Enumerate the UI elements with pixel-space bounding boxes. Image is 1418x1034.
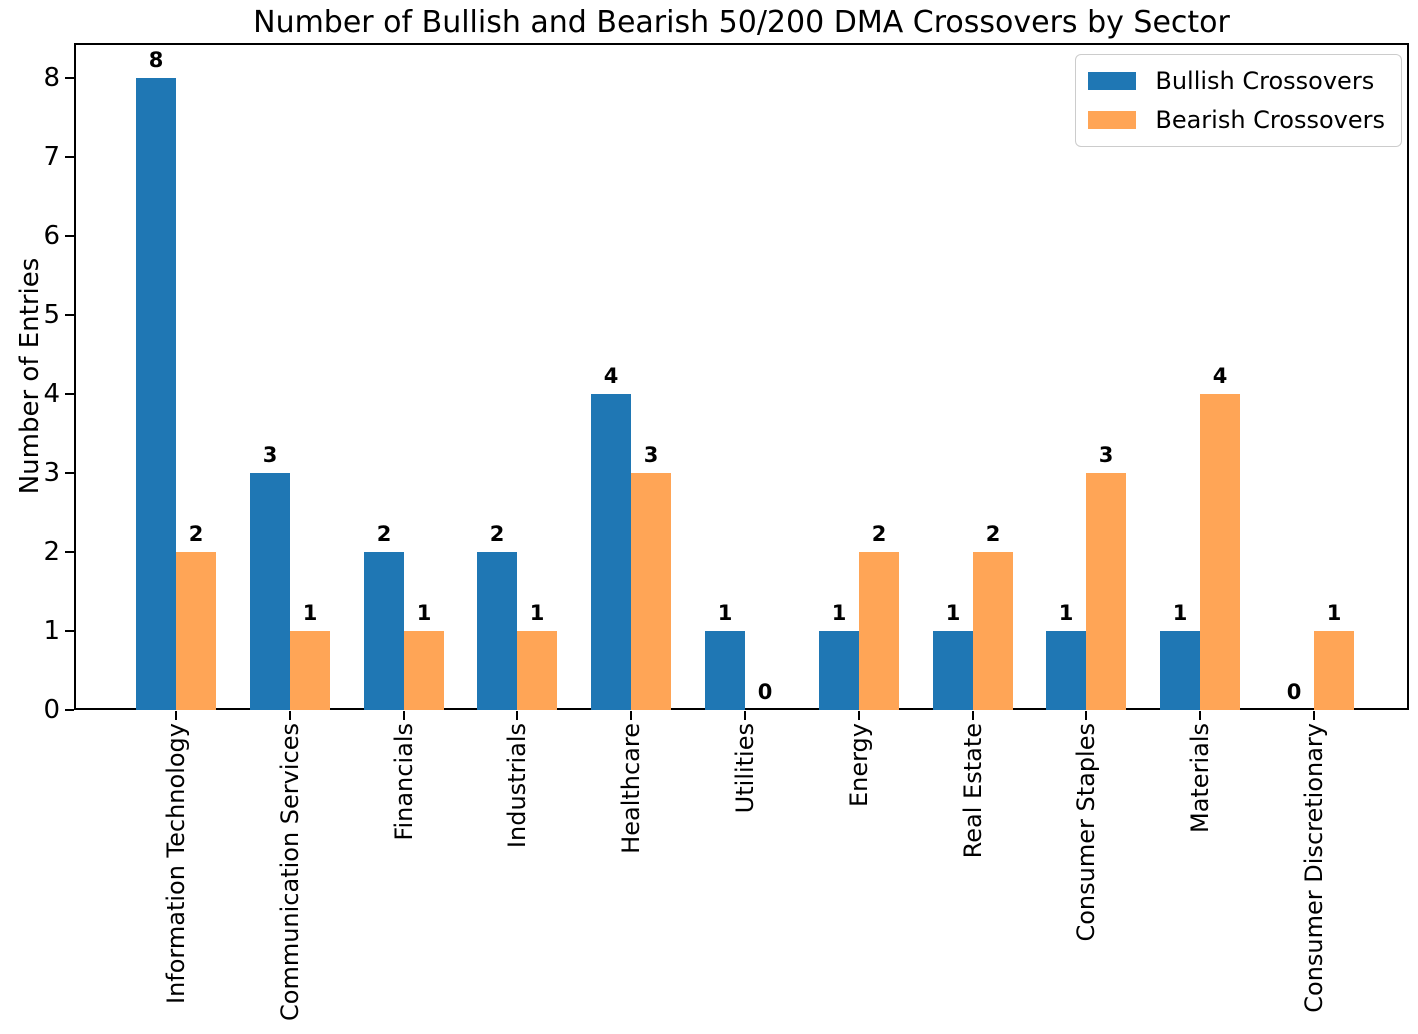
y-tick-mark	[65, 77, 74, 79]
bar-bearish	[1200, 394, 1240, 710]
x-tick-mark	[744, 711, 746, 720]
bar-value-label: 1	[1172, 601, 1188, 625]
legend-label-bearish: Bearish Crossovers	[1155, 106, 1385, 134]
x-tick-label: Financials	[390, 723, 418, 841]
bar-value-label: 1	[1326, 601, 1342, 625]
bar-value-label: 1	[416, 601, 432, 625]
x-tick-label: Utilities	[731, 723, 759, 814]
y-tick-label: 3	[43, 458, 60, 488]
bar-value-label: 1	[1058, 601, 1074, 625]
legend-swatch-bullish-icon	[1088, 72, 1137, 90]
bar-bearish	[859, 552, 899, 710]
bar-bearish	[290, 631, 330, 710]
bar-bearish	[631, 473, 671, 710]
bar-value-label: 1	[717, 601, 733, 625]
bar-bullish	[1046, 631, 1086, 710]
x-tick-label: Communication Services	[276, 723, 304, 1021]
bar-bullish	[933, 631, 973, 710]
x-tick-mark	[1199, 711, 1201, 720]
y-tick-label: 0	[43, 695, 60, 725]
bar-value-label: 2	[188, 522, 204, 546]
x-tick-label: Industrials	[503, 723, 531, 849]
bar-bearish	[973, 552, 1013, 710]
bar-value-label: 1	[945, 601, 961, 625]
bar-bullish	[1160, 631, 1200, 710]
x-tick-label: Materials	[1186, 723, 1214, 834]
bar-bullish	[477, 552, 517, 710]
x-tick-mark	[1313, 711, 1315, 720]
bar-value-label: 2	[489, 522, 505, 546]
y-tick-label: 7	[43, 142, 60, 172]
y-tick-mark	[65, 156, 74, 158]
bar-value-label: 1	[302, 601, 318, 625]
legend: Bullish Crossovers Bearish Crossovers	[1075, 54, 1402, 147]
x-tick-label: Consumer Discretionary	[1300, 723, 1328, 1013]
x-tick-mark	[175, 711, 177, 720]
bar-value-label: 1	[831, 601, 847, 625]
bar-bullish	[705, 631, 745, 710]
bar-bullish	[591, 394, 631, 710]
bar-value-label: 2	[376, 522, 392, 546]
y-tick-label: 2	[43, 537, 60, 567]
x-tick-label: Healthcare	[617, 723, 645, 854]
bar-value-label: 1	[529, 601, 545, 625]
bar-value-label: 2	[985, 522, 1001, 546]
x-tick-mark	[403, 711, 405, 720]
bar-value-label: 4	[603, 364, 619, 388]
y-tick-mark	[65, 314, 74, 316]
bar-value-label: 3	[262, 443, 278, 467]
y-tick-label: 8	[43, 63, 60, 93]
legend-label-bullish: Bullish Crossovers	[1155, 67, 1375, 95]
x-tick-mark	[1085, 711, 1087, 720]
bar-bullish	[819, 631, 859, 710]
legend-item-bullish: Bullish Crossovers	[1088, 65, 1385, 97]
chart-title: Number of Bullish and Bearish 50/200 DMA…	[253, 5, 1230, 40]
x-tick-mark	[516, 711, 518, 720]
y-tick-mark	[65, 235, 74, 237]
y-tick-label: 5	[43, 300, 60, 330]
bar-bearish	[1314, 631, 1354, 710]
x-tick-mark	[972, 711, 974, 720]
legend-swatch-bearish-icon	[1088, 111, 1137, 129]
x-tick-mark	[858, 711, 860, 720]
bar-value-label: 8	[148, 48, 164, 72]
bar-value-label: 2	[871, 522, 887, 546]
y-tick-mark	[65, 630, 74, 632]
x-tick-label: Consumer Staples	[1072, 723, 1100, 942]
bar-value-label: 3	[643, 443, 659, 467]
y-tick-mark	[65, 472, 74, 474]
y-tick-mark	[65, 551, 74, 553]
bar-value-label: 0	[1286, 680, 1302, 704]
bar-bullish	[364, 552, 404, 710]
x-tick-mark	[630, 711, 632, 720]
bar-bearish	[1086, 473, 1126, 710]
y-tick-label: 4	[43, 379, 60, 409]
plot-area	[74, 43, 1409, 710]
y-tick-label: 1	[43, 616, 60, 646]
bar-bullish	[250, 473, 290, 710]
x-tick-mark	[289, 711, 291, 720]
bar-value-label: 3	[1098, 443, 1114, 467]
bar-value-label: 0	[757, 680, 773, 704]
legend-item-bearish: Bearish Crossovers	[1088, 104, 1385, 136]
bar-bullish	[136, 78, 176, 710]
bar-value-label: 4	[1212, 364, 1228, 388]
bar-bearish	[517, 631, 557, 710]
y-tick-label: 6	[43, 221, 60, 251]
x-tick-label: Information Technology	[162, 723, 190, 1004]
y-tick-mark	[65, 393, 74, 395]
bar-bearish	[176, 552, 216, 710]
bar-bearish	[404, 631, 444, 710]
x-tick-label: Energy	[845, 723, 873, 808]
x-tick-label: Real Estate	[959, 723, 987, 859]
y-tick-mark	[65, 709, 74, 711]
